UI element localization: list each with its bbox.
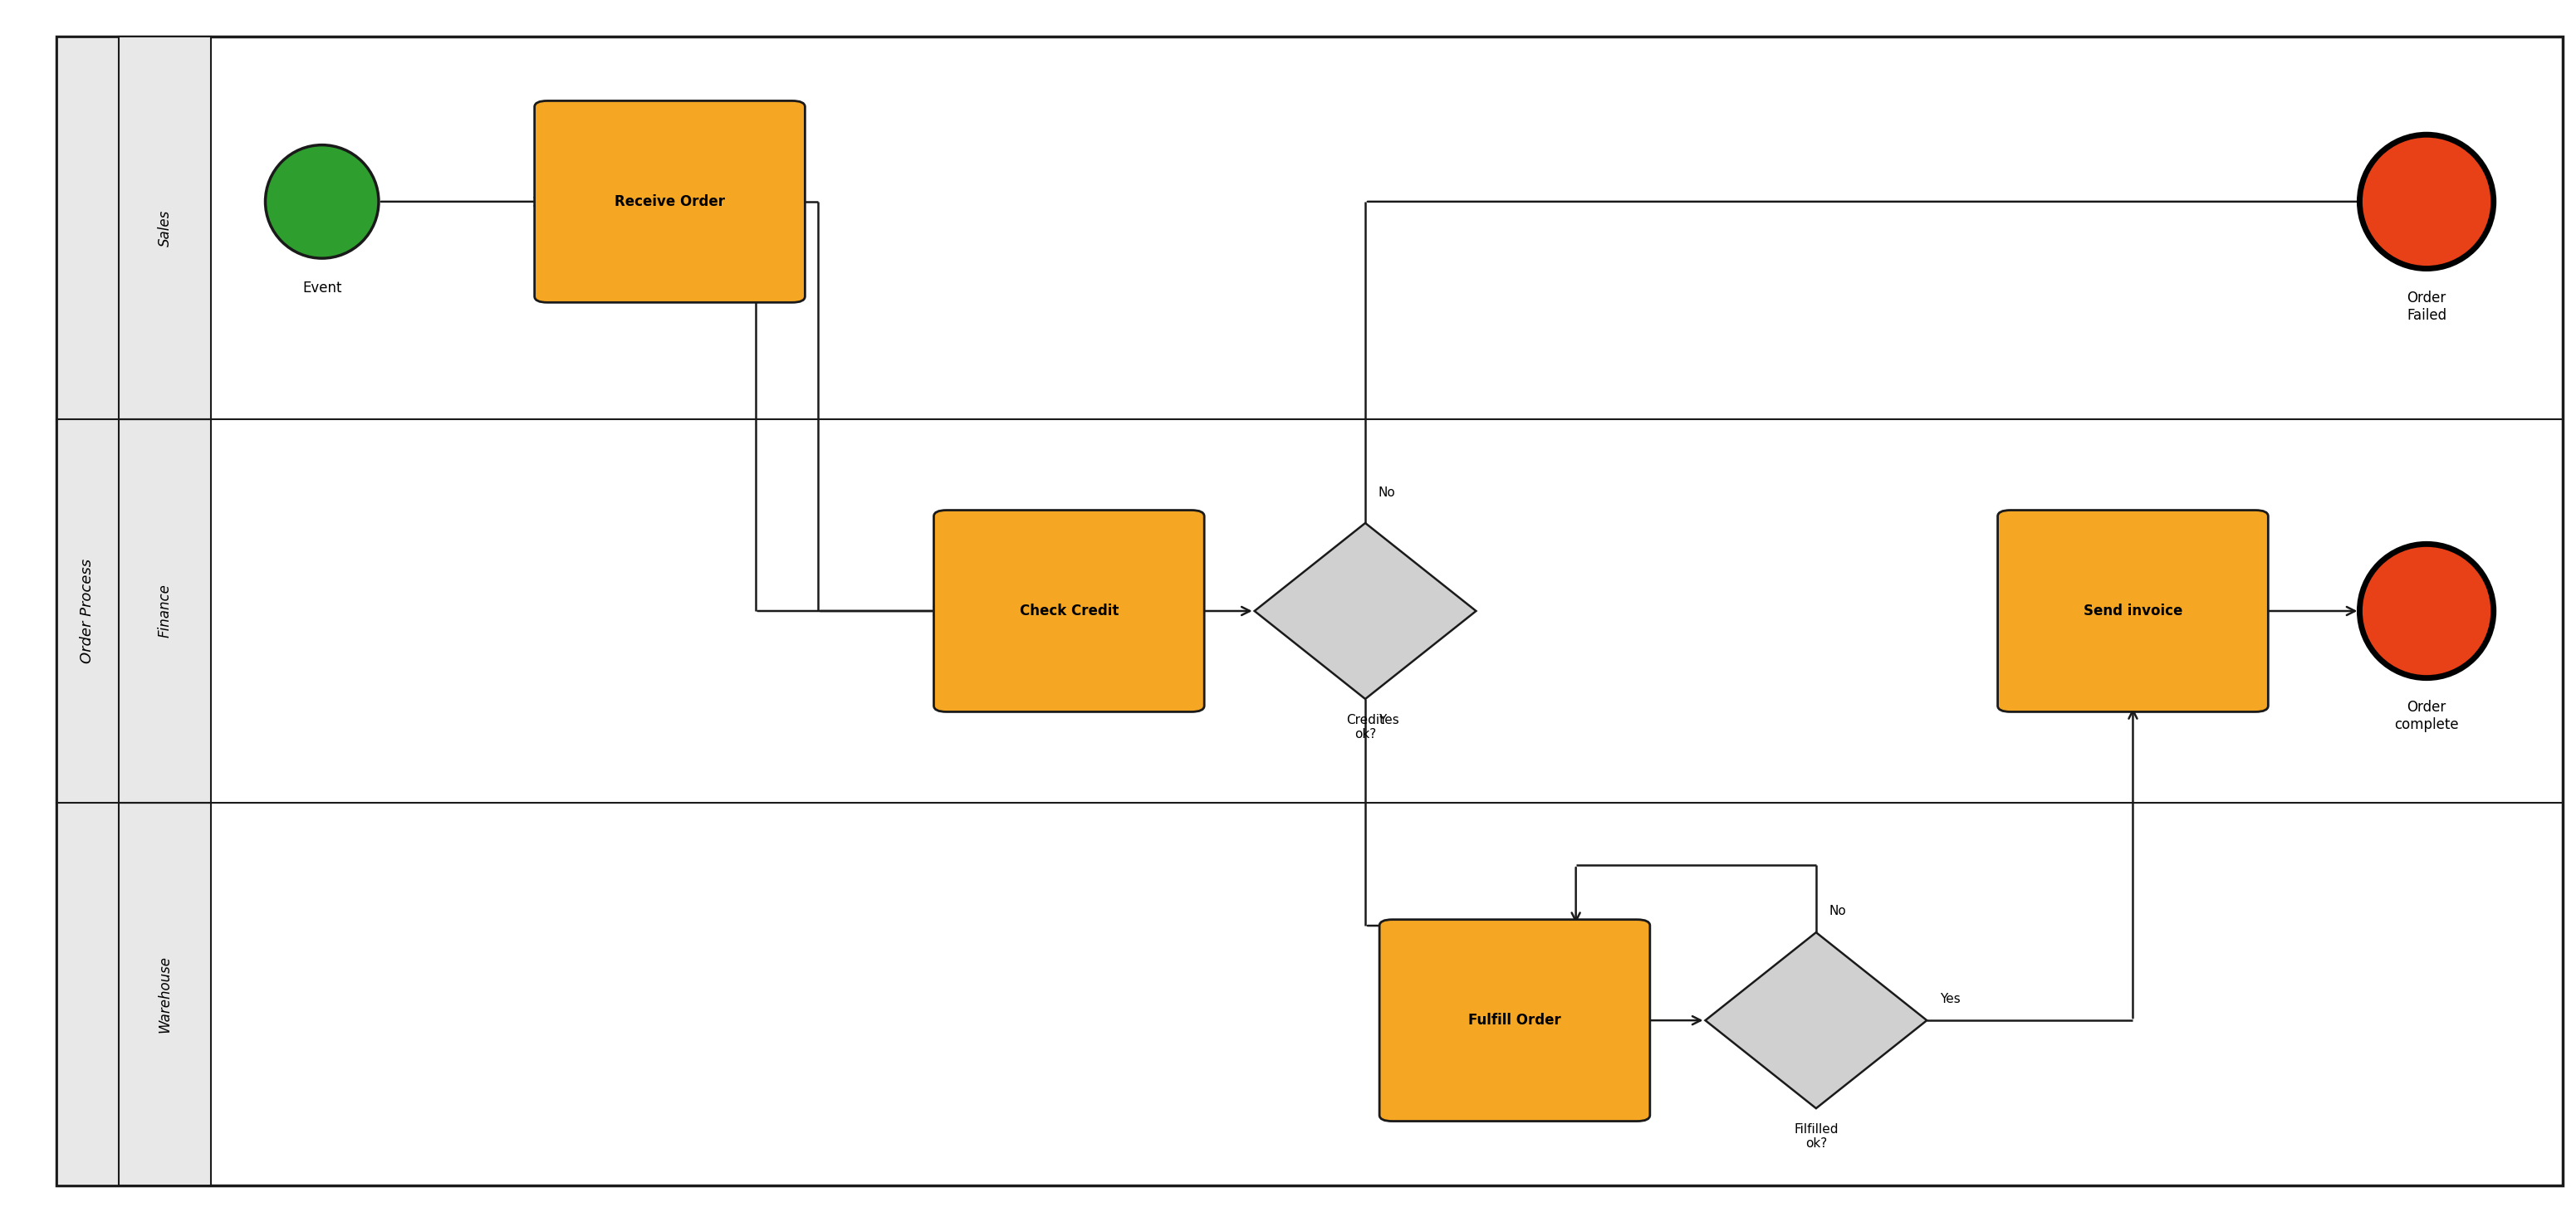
Polygon shape [1255,523,1476,699]
Text: Credit
ok?: Credit ok? [1347,714,1383,741]
Text: Order
Failed: Order Failed [2406,291,2447,323]
Text: Send invoice: Send invoice [2084,604,2182,618]
Text: Order Process: Order Process [80,558,95,664]
Text: Fulfill Order: Fulfill Order [1468,1013,1561,1028]
Bar [118,803,211,1185]
Polygon shape [1705,932,1927,1108]
Text: Check Credit: Check Credit [1020,604,1118,618]
Text: Sales: Sales [157,210,173,247]
Bar [118,37,211,419]
Text: Yes: Yes [1378,714,1399,726]
Ellipse shape [265,145,379,258]
Text: Filfilled
ok?: Filfilled ok? [1793,1123,1839,1150]
Text: Yes: Yes [1940,993,1960,1006]
Text: No: No [1378,486,1396,499]
Bar [118,419,211,803]
Ellipse shape [2360,134,2494,269]
Text: Warehouse: Warehouse [157,956,173,1033]
FancyBboxPatch shape [536,101,804,303]
FancyBboxPatch shape [933,511,1203,711]
Ellipse shape [2360,544,2494,678]
FancyBboxPatch shape [1999,511,2267,711]
Text: Order
complete: Order complete [2393,700,2460,732]
Bar [57,37,118,1185]
Text: No: No [1829,906,1847,918]
Text: Finance: Finance [157,584,173,638]
Text: Receive Order: Receive Order [616,194,724,209]
Text: Event: Event [301,280,343,296]
FancyBboxPatch shape [1381,919,1649,1122]
